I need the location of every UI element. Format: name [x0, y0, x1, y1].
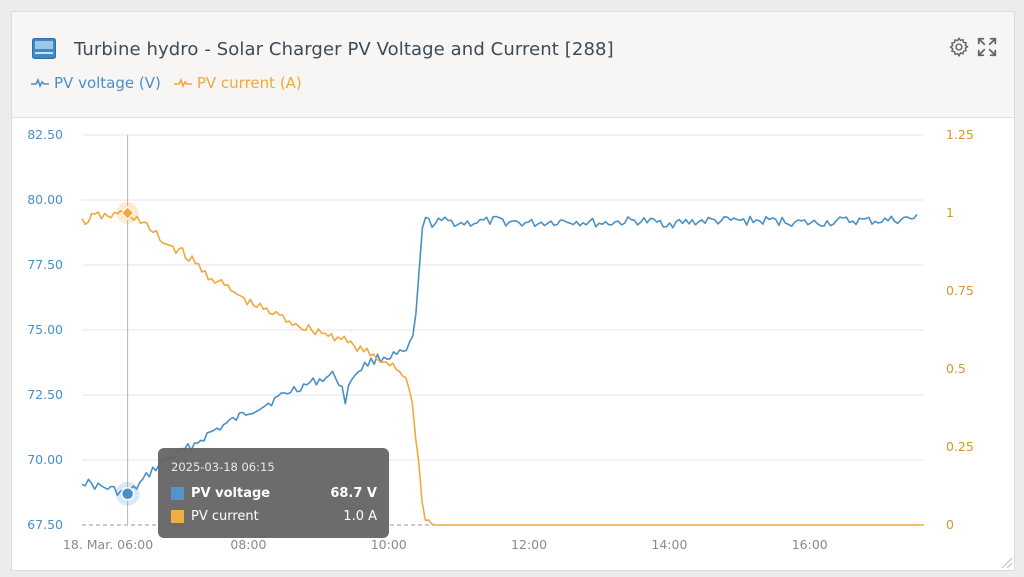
chart-tooltip: 2025-03-18 06:15 PV voltage 68.7 V PV cu…	[158, 448, 389, 538]
chart-title: Turbine hydro - Solar Charger PV Voltage…	[74, 39, 614, 60]
chart-legend: PV voltage (V) PV current (A)	[30, 74, 302, 92]
legend-item-pv-voltage[interactable]: PV voltage (V)	[30, 74, 161, 92]
x-tick-label: 08:00	[230, 537, 266, 552]
legend-item-pv-current[interactable]: PV current (A)	[173, 74, 302, 92]
line-chart[interactable]: 67.50 70.00 72.50 75.00 77.50 80.00 82.50 0 0.25…	[12, 12, 1014, 570]
y-left-tick-label: 77.50	[27, 257, 63, 272]
y-right-tick-label: 0.5	[946, 361, 966, 376]
legend-line-icon-current	[173, 78, 192, 88]
hover-point-voltage	[120, 487, 135, 501]
tooltip-swatch-voltage	[171, 486, 184, 500]
x-tick-label: 10:00	[371, 537, 407, 552]
chart-card: Turbine hydro - Solar Charger PV Voltage…	[11, 11, 1015, 571]
tooltip-value-current: 1.0 A	[343, 508, 377, 524]
tooltip-label-current: PV current	[191, 508, 259, 524]
series-line-pv-voltage	[81, 213, 918, 496]
tooltip-row-current: PV current 1.0 A	[171, 507, 377, 525]
y-right-tick-label: 1.25	[946, 127, 974, 142]
legend-label-pv-current: PV current (A)	[196, 74, 302, 92]
y-right-tick-label: 1	[946, 205, 954, 220]
solar-charger-icon	[32, 38, 56, 59]
tooltip-value-voltage: 68.7 V	[330, 485, 377, 501]
y-right-tick-label: 0.25	[946, 439, 974, 454]
y-left-tick-label: 70.00	[27, 452, 63, 467]
x-tick-label: 14:00	[651, 537, 687, 552]
y-left-tick-label: 80.00	[27, 192, 63, 207]
series-line-pv-current	[81, 209, 924, 526]
y-right-tick-label: 0.75	[946, 283, 974, 298]
y-left-tick-label: 72.50	[27, 387, 63, 402]
y-left-tick-label: 67.50	[27, 517, 63, 532]
chart-header: Turbine hydro - Solar Charger PV Voltage…	[12, 12, 1014, 118]
y-right-tick-label: 0	[946, 517, 954, 532]
resize-grip-icon	[1001, 557, 1013, 569]
tooltip-time: 2025-03-18 06:15	[171, 460, 275, 474]
legend-line-icon-voltage	[31, 78, 49, 88]
y-left-tick-label: 82.50	[27, 127, 63, 142]
legend-label-pv-voltage: PV voltage (V)	[54, 74, 161, 92]
x-tick-label: 16:00	[792, 537, 828, 552]
fullscreen-icon[interactable]	[976, 36, 998, 58]
tooltip-swatch-current	[171, 509, 184, 523]
tooltip-row-voltage: PV voltage 68.7 V	[171, 484, 377, 502]
hover-point-current	[120, 206, 135, 220]
y-left-tick-label: 75.00	[27, 322, 63, 337]
x-tick-label: 12:00	[511, 537, 547, 552]
x-tick-label: 18. Mar. 06:00	[63, 537, 153, 552]
gear-icon[interactable]	[948, 36, 970, 58]
tooltip-label-voltage: PV voltage	[191, 485, 271, 501]
